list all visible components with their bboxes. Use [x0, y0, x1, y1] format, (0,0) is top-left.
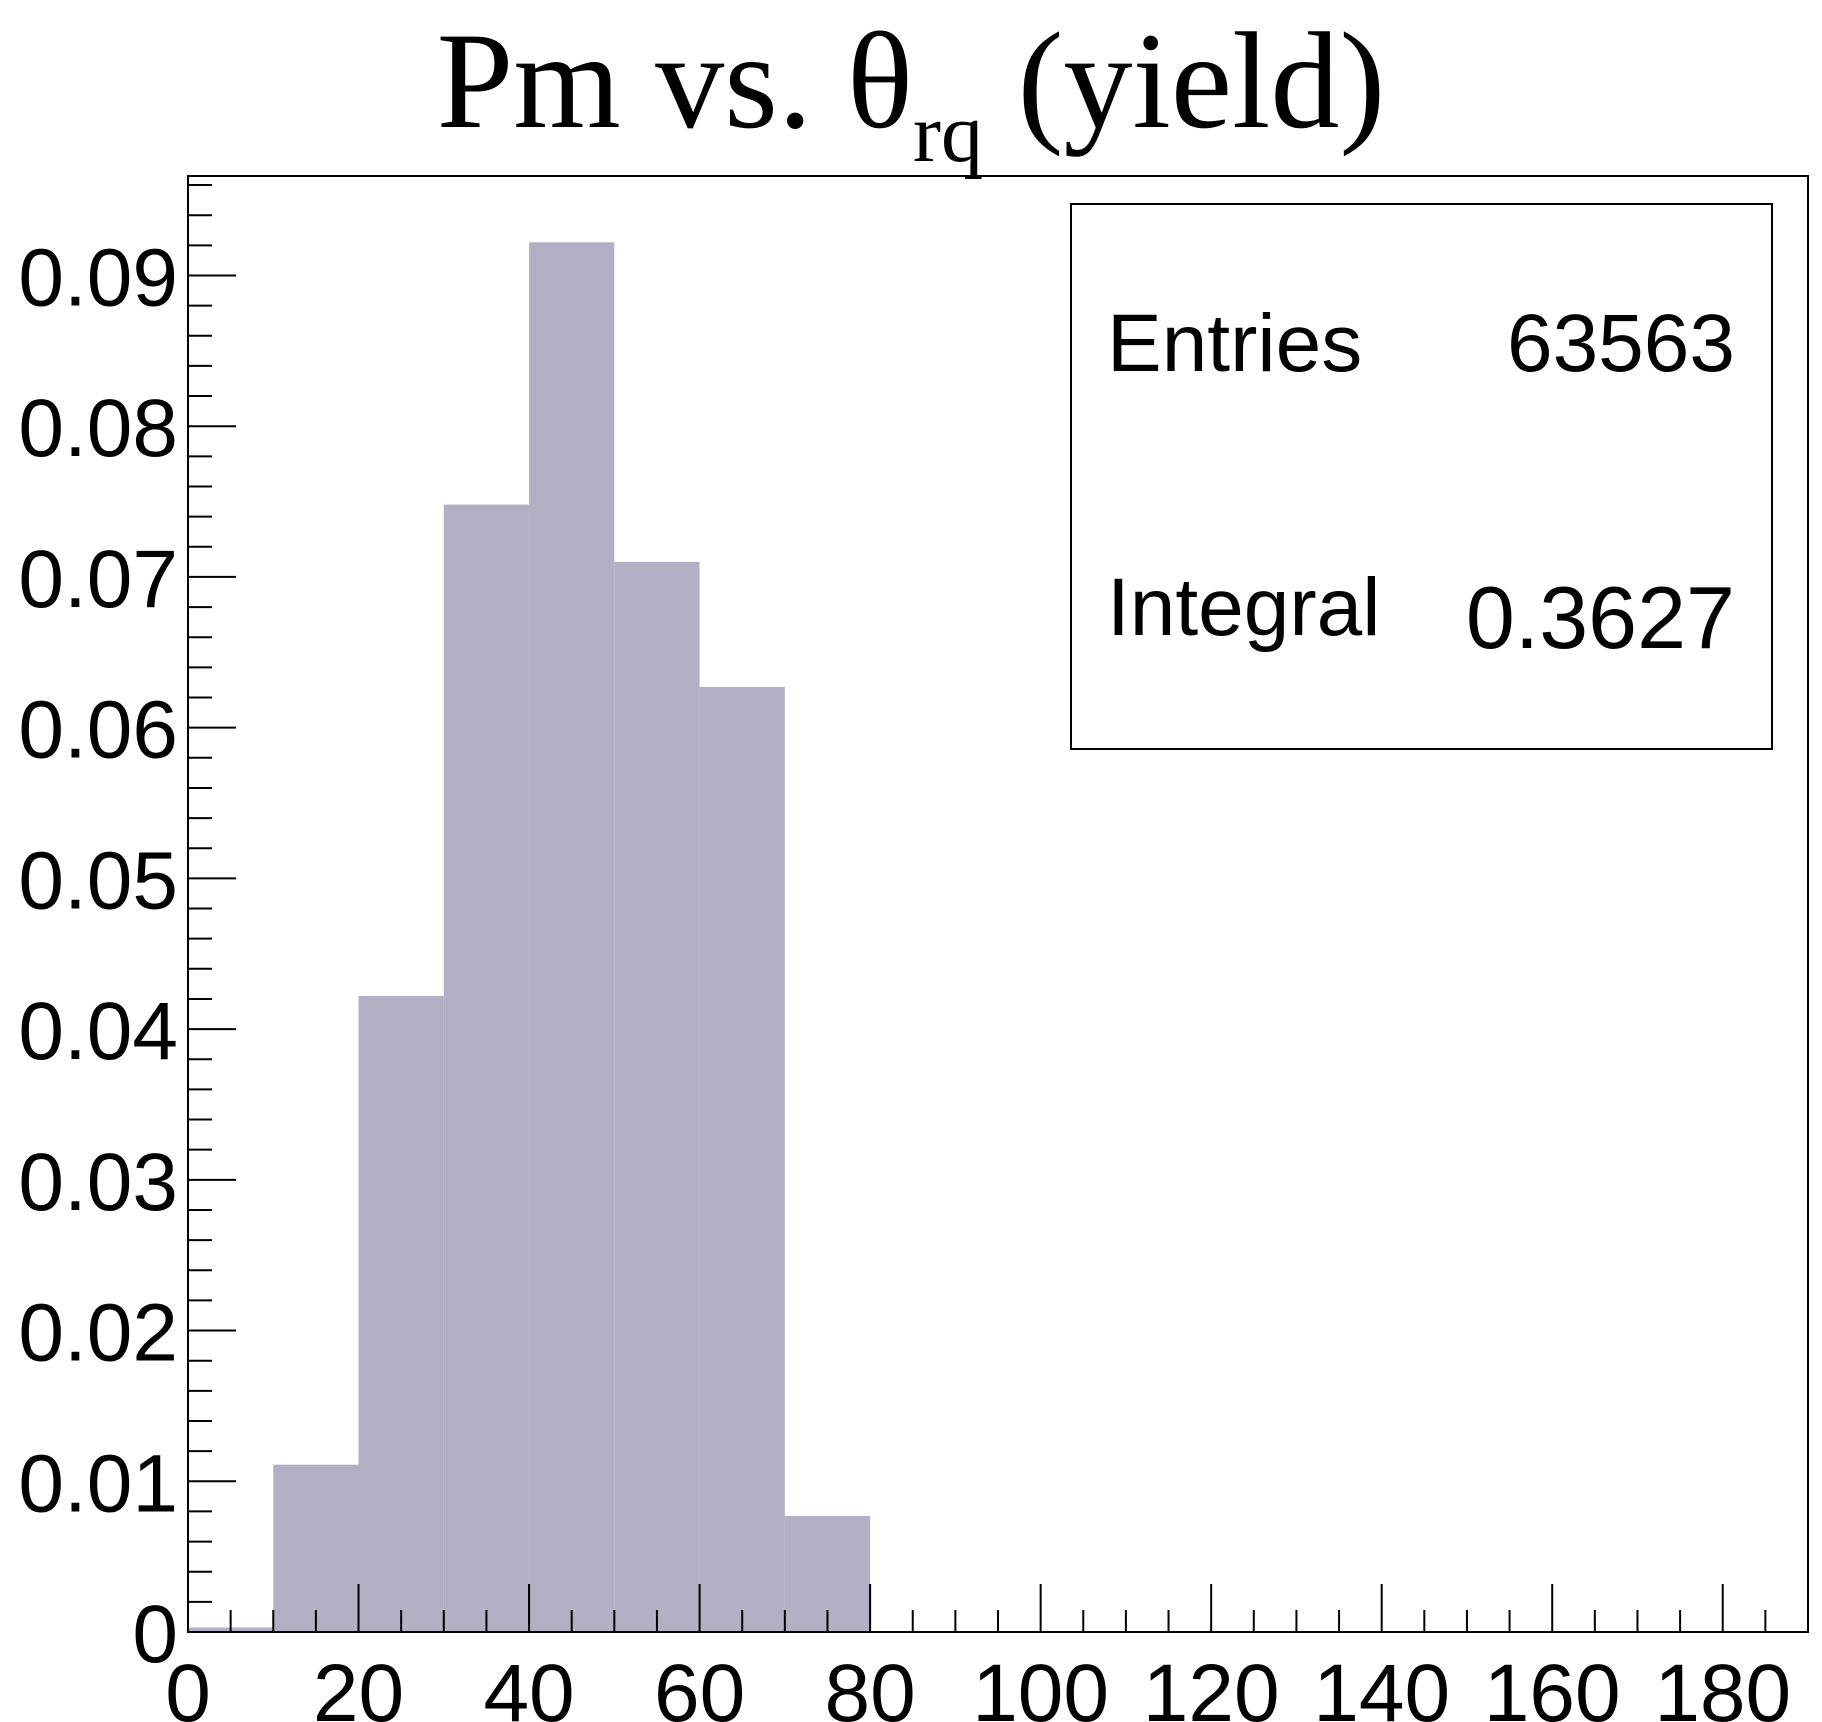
stats-integral-value: 0.3627 — [1466, 568, 1735, 667]
bars-group — [188, 242, 871, 1632]
x-tick-label: 180 — [1654, 1648, 1791, 1722]
histogram-bar — [358, 995, 444, 1632]
x-tick-label: 40 — [483, 1648, 574, 1722]
y-tick-label: 0 — [132, 1589, 178, 1680]
x-tick-label: 160 — [1484, 1648, 1621, 1722]
y-tick-label: 0.06 — [18, 685, 178, 776]
y-tick-label: 0.05 — [18, 835, 178, 926]
y-tick-label: 0.02 — [18, 1288, 178, 1379]
chart-title: Pm vs. θrq (yield) — [437, 4, 1386, 180]
chart-title-main: Pm vs. θ — [437, 4, 913, 157]
x-tick-label: 120 — [1143, 1648, 1280, 1722]
stats-entries-value: 63563 — [1507, 298, 1735, 389]
stats-entries-label: Entries — [1107, 298, 1362, 389]
y-tick-label: 0.08 — [18, 383, 178, 474]
x-tick-label: 80 — [824, 1648, 915, 1722]
x-tick-label: 100 — [972, 1648, 1109, 1722]
y-tick-label: 0.01 — [18, 1438, 178, 1529]
x-tick-label: 20 — [313, 1648, 404, 1722]
chart-title-subscript: rq — [913, 87, 983, 180]
histogram-bar — [529, 242, 615, 1632]
x-tick-label: 140 — [1313, 1648, 1450, 1722]
histogram-bar — [614, 561, 700, 1632]
histogram-bar — [273, 1464, 359, 1632]
y-tick-label: 0.04 — [18, 986, 178, 1077]
x-axis: 0 20 40 60 80 100 120 140 160 180 — [165, 1584, 1791, 1722]
chart-title-tail: (yield) — [983, 4, 1385, 157]
x-tick-label: 60 — [654, 1648, 745, 1722]
stats-box-frame — [1070, 203, 1773, 750]
histogram-bar — [699, 686, 785, 1632]
x-tick-label: 0 — [165, 1648, 211, 1722]
stats-box: Entries 63563 Integral 0.3627 — [1070, 203, 1773, 750]
stats-integral-label: Integral — [1107, 562, 1381, 653]
histogram-bar — [443, 504, 530, 1632]
y-tick-label: 0.03 — [18, 1137, 178, 1228]
y-tick-label: 0.09 — [18, 232, 178, 323]
y-axis: 0 0.01 0.02 0.03 0.04 0.05 0.06 0.07 0.08 0.09 — [18, 184, 236, 1680]
y-tick-label: 0.07 — [18, 534, 178, 625]
